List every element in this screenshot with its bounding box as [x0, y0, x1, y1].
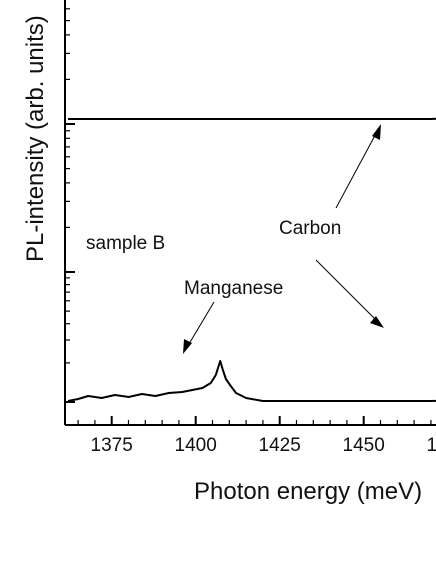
x-tick-label: 1400 — [175, 435, 217, 456]
carbon-arrow-lower-head — [370, 316, 384, 328]
x-tick-label: 1475 — [427, 435, 436, 456]
x-tick-label: 1450 — [343, 435, 385, 456]
y-axis-ticks — [65, 8, 75, 403]
y-axis-title: PL-intensity (arb. units) — [22, 15, 49, 262]
plot-frame — [64, 0, 436, 426]
annotation-arrows — [183, 124, 384, 354]
x-axis-title: Photon energy (meV) — [194, 478, 422, 505]
spectrum-upper — [68, 117, 436, 120]
spectra — [67, 117, 436, 402]
annotation-manganese: Manganese — [184, 278, 283, 299]
annotation-sample-b: sample B — [86, 233, 165, 254]
manganese-arrow — [185, 301, 215, 350]
spectrum-lower-sample-b — [67, 360, 436, 402]
x-axis-tick-labels: 137514001425145014751500 — [91, 435, 436, 456]
carbon-arrow-upper-head — [372, 124, 381, 140]
x-axis-ticks — [77, 416, 432, 425]
carbon-arrow-upper — [335, 127, 380, 209]
x-tick-label: 1425 — [259, 435, 301, 456]
carbon-arrow-lower — [315, 259, 382, 326]
manganese-arrow-head — [183, 339, 192, 354]
x-tick-label: 1375 — [91, 435, 133, 456]
annotation-carbon: Carbon — [279, 218, 341, 239]
